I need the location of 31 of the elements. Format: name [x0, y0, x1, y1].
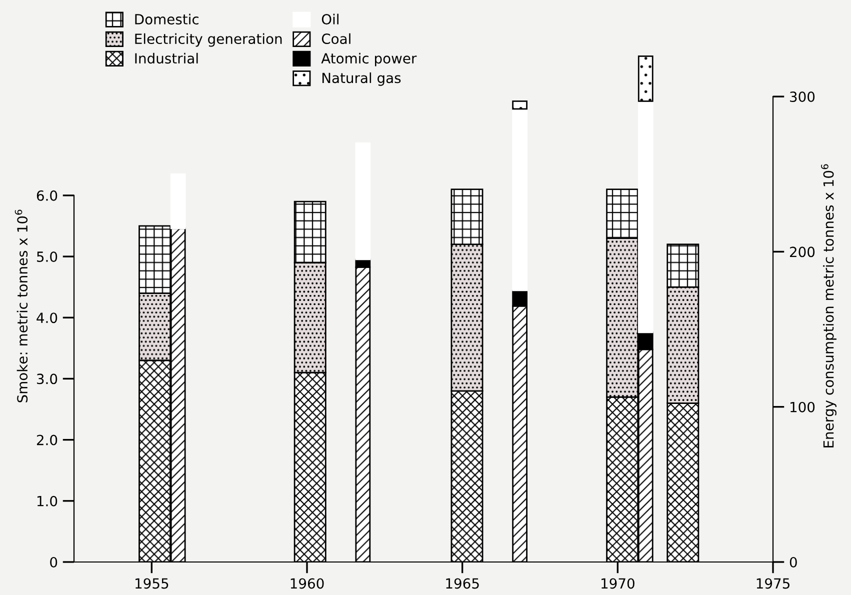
y2-tick-label: 0	[790, 556, 797, 568]
bar	[170, 173, 186, 230]
bar	[638, 56, 654, 102]
y-axis-title: Smoke: metric tonnes x 10$^{6}$	[14, 210, 28, 402]
x-tick-label: 1965	[446, 578, 479, 589]
bar	[512, 100, 528, 110]
y2-axis-title: Energy consumption metric tonnes x 10$^{6}$	[821, 164, 836, 448]
y-tick-label: 1.0	[37, 496, 58, 506]
legend-label: Industrial	[135, 52, 198, 64]
bar	[355, 142, 371, 260]
x-tick-label: 1970	[602, 578, 634, 589]
legend-label: Atomic power	[321, 52, 417, 66]
x-tick-label: 1975	[756, 578, 790, 589]
legend-label: Domestic	[135, 14, 198, 25]
legend-label: Natural gas	[322, 72, 401, 86]
bar	[512, 108, 528, 292]
y-tick-label: 3.0	[37, 374, 58, 384]
y-tick-label: 4.0	[36, 312, 58, 324]
y-tick-label: 6.0	[36, 190, 58, 201]
x-tick-label: 1960	[290, 578, 324, 589]
legend-label: Electricity generation	[135, 33, 282, 47]
y2-tick-label: 200	[790, 246, 815, 258]
legend-label: Oil	[322, 14, 338, 25]
y-tick-label: 2.0	[36, 434, 58, 446]
y-tick-label: 5.0	[37, 251, 58, 262]
x-tick-label: 1955	[136, 578, 168, 589]
legend-label: Coal	[322, 33, 350, 44]
y2-tick-label: 300	[790, 92, 815, 102]
y2-tick-label: 100	[790, 402, 815, 412]
bar	[638, 100, 654, 334]
y-tick-label: 0	[50, 556, 58, 568]
